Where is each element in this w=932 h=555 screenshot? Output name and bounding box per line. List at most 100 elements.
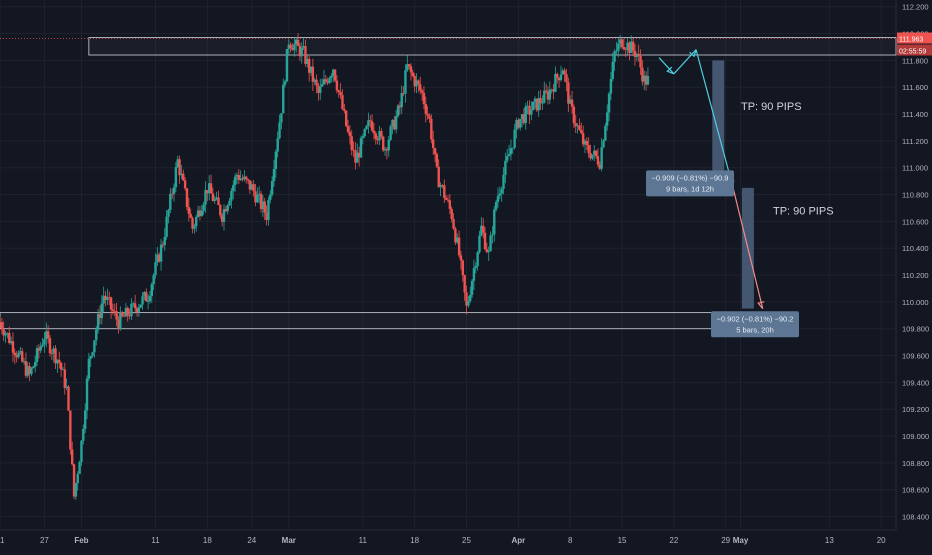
candle-body [344,110,348,127]
candle-body [526,105,529,107]
candle-body [465,292,468,306]
candle-body [291,48,294,51]
candle-body [567,82,570,104]
candle-body [245,176,248,180]
candle-body [537,97,540,111]
resistance-zone[interactable] [88,37,897,56]
measure-1-bar[interactable] [712,60,725,179]
tp-label-2: TP: 90 PIPS [773,206,834,218]
candle-body [631,41,635,51]
candle-body [220,215,224,222]
candle-body [337,90,340,93]
candle-body [195,216,198,227]
x-tick-label: 20 [877,536,886,545]
measure-2-label-box [711,311,799,338]
candle-body [67,386,70,411]
candle-body [132,303,135,305]
candle-body [339,92,342,96]
candle-body [309,66,313,73]
candle-body [143,292,146,297]
candle-body [228,200,231,206]
candle-body [557,77,561,81]
candle-body [98,313,102,319]
candle-body [282,84,285,114]
candle-body [248,180,252,190]
projection-arrow [658,57,675,75]
candle-body [307,58,311,73]
candle-body [119,312,122,330]
candle-body [93,340,96,353]
candle-body [469,294,472,301]
candle-body [380,131,383,137]
candle-body [104,295,107,300]
candle-body [156,254,159,263]
candle-body [211,193,215,201]
x-tick-label: 21 [0,536,5,545]
candle-body [265,212,268,220]
candle-body [472,268,476,281]
candle-body [91,352,94,357]
candle-body [285,48,289,82]
candle-body [289,44,292,49]
candle-body [102,295,105,304]
candle-body [624,49,627,50]
projection-arrowhead [757,301,765,309]
candle-body [146,301,150,302]
candle-body [454,228,457,243]
candle-body [607,93,611,113]
candle-body [646,76,650,85]
candle-body [215,197,218,200]
x-tick-label: May [733,536,749,545]
y-tick-label: 111.600 [902,83,928,92]
candle-body [389,126,392,140]
candle-body [278,122,281,139]
candle-body [76,473,79,484]
y-tick-label: 109.600 [902,352,929,361]
candle-body [356,152,359,163]
candle-body [21,351,24,362]
candle-body [533,98,537,102]
candle-body [80,440,83,463]
candle-body [435,154,439,167]
candle-body [185,188,189,208]
candle-body [4,333,7,336]
candle-body [317,85,320,93]
candle-body [485,249,489,253]
candle-body [628,42,631,53]
candle-body [322,79,326,85]
candle-body [641,67,644,82]
candle-body [87,358,91,379]
candle-body [200,210,203,217]
candle-body [478,235,481,253]
candle-body [494,201,498,210]
candle-body [37,348,41,351]
x-tick-label: Feb [74,536,88,545]
candle-body [550,89,553,91]
candle-body [196,210,200,217]
candle-body [111,309,115,312]
candle-body [630,41,633,53]
candle-body [306,58,309,64]
candle-body [598,164,602,169]
candle-body [167,209,170,217]
projection-arrow [732,187,764,309]
candle-body [643,75,646,82]
candle-body [398,105,402,108]
candle-body [237,174,241,181]
candle-body [470,280,474,295]
candle-body [594,150,598,157]
candle-body [85,378,89,411]
candle-body [393,119,396,130]
candle-body [609,79,613,94]
y-tick-label: 110.000 [902,298,929,307]
candle-body [324,79,328,82]
candle-body [382,136,385,151]
candle-body [270,181,274,195]
x-tick-label: 18 [410,536,419,545]
candle-body [130,303,133,317]
candle-body [217,197,220,206]
candle-body [524,106,527,124]
candle-body [487,251,490,253]
